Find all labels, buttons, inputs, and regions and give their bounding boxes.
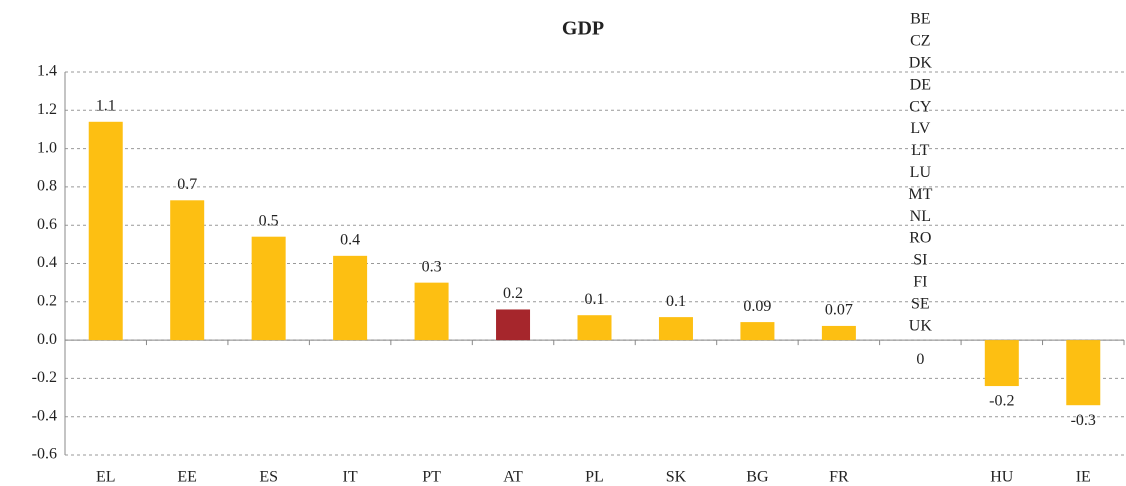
bar [1066,340,1101,406]
x-tick-label: PL [585,469,604,486]
value-label: 0.07 [825,302,853,319]
zero-group-label: SI [913,252,927,269]
y-tick-label: -0.4 [32,407,57,424]
bar [333,255,368,341]
value-label: 0.09 [743,298,771,315]
value-label: -0.2 [989,393,1014,410]
zero-group-label: DE [910,76,931,93]
y-tick-label: 0.8 [37,178,57,195]
zero-group-label: RO [909,230,931,247]
y-tick-label: -0.6 [32,446,57,463]
x-tick-label: FR [829,469,849,486]
zero-group-label: UK [909,317,933,334]
value-label: 0.1 [666,293,686,310]
bar [821,325,856,341]
zero-group-label: BE [910,11,930,28]
bar [170,200,205,341]
x-tick-label: ES [259,469,278,486]
x-tick-label: IT [343,469,358,486]
bar [496,309,531,341]
bar [577,315,612,341]
zero-group-label: MT [908,186,932,203]
zero-group-label: CZ [910,33,930,50]
bar [658,317,693,341]
y-tick-label: 0.4 [37,254,57,271]
y-tick-label: 0.2 [37,292,57,309]
bar [740,322,775,341]
value-label: -0.3 [1071,412,1096,429]
value-label: 0 [916,351,924,368]
zero-group-label: LU [910,164,932,181]
value-label: 0.2 [503,285,523,302]
x-tick-label: PT [422,469,441,486]
bar [414,282,449,341]
y-tick-label: 1.2 [37,101,57,118]
x-tick-label: AT [503,469,523,486]
x-tick-label: IE [1076,469,1091,486]
y-tick-label: 0.6 [37,216,57,233]
zero-group-label: NL [910,208,931,225]
y-tick-label: -0.2 [32,369,57,386]
zero-group-label: SE [911,295,930,312]
y-tick-label: 1.4 [37,63,57,80]
bar [984,340,1019,387]
x-tick-label: EE [177,469,197,486]
y-tick-label: 0.0 [37,331,57,348]
bar [88,121,123,341]
x-tick-label: EL [96,469,116,486]
zero-group-label: FI [913,273,927,290]
zero-group-label: LV [910,120,930,137]
chart-title: GDP [562,18,604,40]
value-label: 1.1 [96,97,116,114]
value-label: 0.7 [177,176,197,193]
x-tick-label: SK [666,469,687,486]
x-tick-label: HU [990,469,1014,486]
x-tick-label: BG [746,469,769,486]
bar [251,236,286,341]
zero-group-label: LT [911,142,929,159]
zero-group-label: CY [909,98,932,115]
value-label: 0.3 [422,258,442,275]
value-label: 0.5 [259,212,279,229]
zero-group-label: DK [909,54,933,71]
value-label: 0.4 [340,232,360,249]
value-label: 0.1 [585,291,605,308]
y-tick-label: 1.0 [37,139,57,156]
